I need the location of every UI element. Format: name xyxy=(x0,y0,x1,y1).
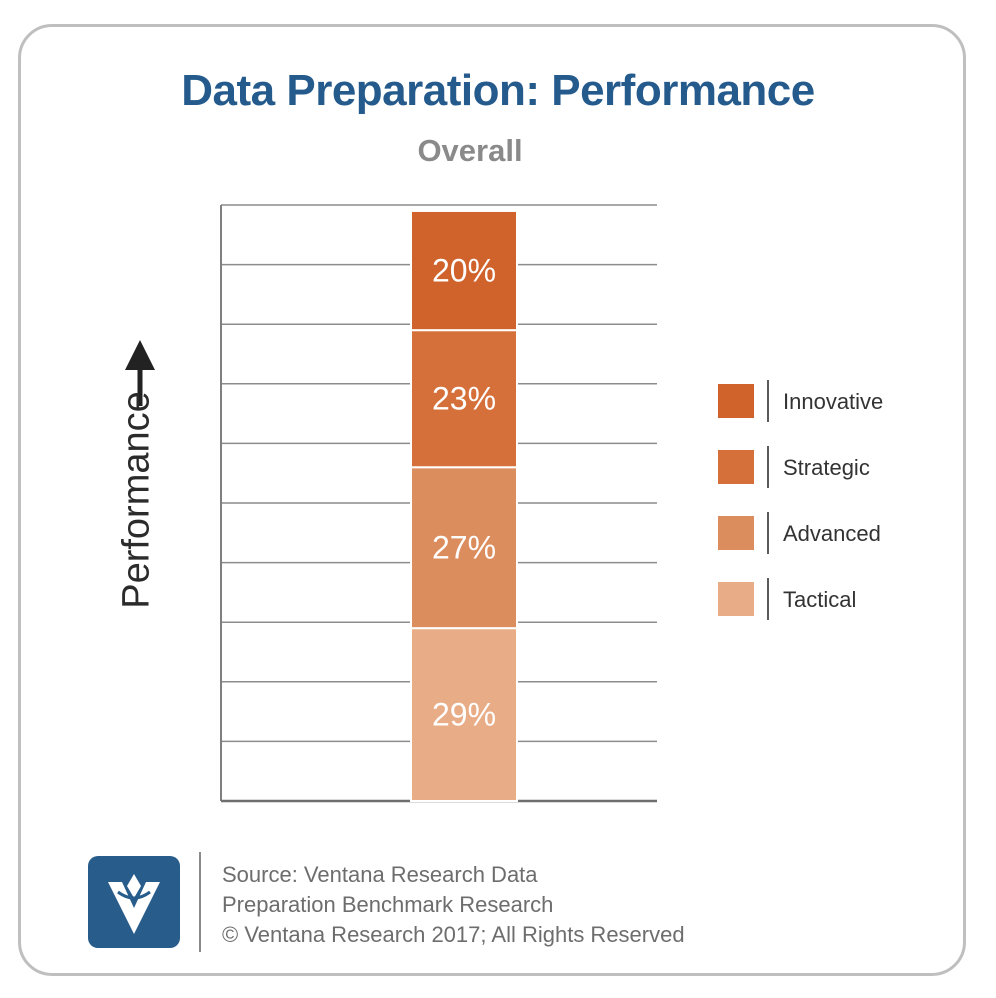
data-label-tactical: 29% xyxy=(432,697,496,733)
source-line-2: Preparation Benchmark Research xyxy=(222,892,554,917)
ventana-v-icon xyxy=(108,874,160,934)
bar-segment-advanced xyxy=(410,466,518,630)
legend-label-tactical: Tactical xyxy=(783,587,857,612)
legend-label-strategic: Strategic xyxy=(783,455,870,480)
legend-label-advanced: Advanced xyxy=(783,521,881,546)
data-label-innovative: 20% xyxy=(432,253,496,289)
ventana-logo xyxy=(88,856,180,948)
data-label-strategic: 23% xyxy=(432,381,496,417)
performance-axis-label: Performance xyxy=(115,391,158,609)
legend-divider xyxy=(767,578,769,620)
source-line-1: Source: Ventana Research Data xyxy=(222,862,538,887)
legend-item-innovative: Innovative xyxy=(718,380,938,422)
bar-segment-strategic xyxy=(410,329,518,469)
legend-swatch-innovative xyxy=(718,384,754,418)
bar-segment-innovative xyxy=(410,209,518,332)
bar-segment-tactical xyxy=(410,627,518,802)
footer-divider xyxy=(199,852,201,952)
data-label-advanced: 27% xyxy=(432,530,496,566)
legend-divider xyxy=(767,446,769,488)
legend-swatch-advanced xyxy=(718,516,754,550)
chart-title: Data Preparation: Performance xyxy=(181,66,815,115)
legend-label-innovative: Innovative xyxy=(783,389,884,414)
legend-divider xyxy=(767,380,769,422)
legend-divider xyxy=(767,512,769,554)
legend-item-tactical: Tactical xyxy=(718,578,938,620)
legend-item-strategic: Strategic xyxy=(718,446,938,488)
chart-subtitle: Overall xyxy=(417,133,523,168)
legend-item-advanced: Advanced xyxy=(718,512,938,554)
legend-swatch-strategic xyxy=(718,450,754,484)
up-arrow-icon xyxy=(125,340,155,370)
legend-swatch-tactical xyxy=(718,582,754,616)
copyright-line: © Ventana Research 2017; All Rights Rese… xyxy=(222,922,685,947)
source-footer: Source: Ventana Research Data Preparatio… xyxy=(222,860,685,950)
